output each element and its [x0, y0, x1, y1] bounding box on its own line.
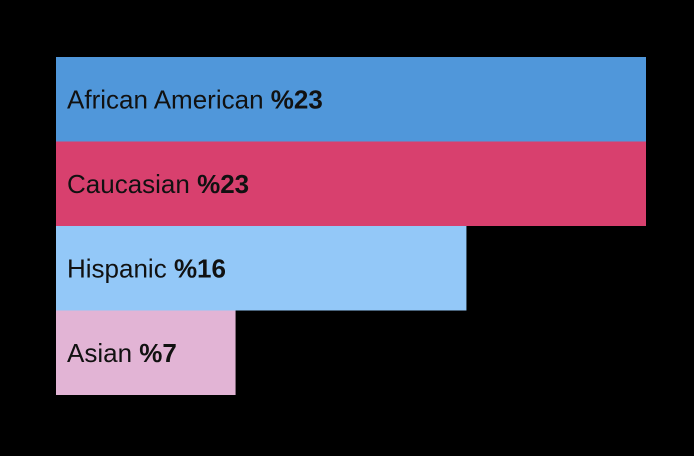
bar-asian: [56, 310, 236, 395]
category-label: Asian: [67, 338, 139, 368]
bar-caucasian: [56, 141, 646, 226]
value-label: %7: [139, 338, 177, 368]
bar-hispanic: [56, 226, 467, 311]
bar-label-african-american: African American %23: [67, 84, 323, 114]
value-label: %23: [197, 169, 249, 199]
category-label: Caucasian: [67, 169, 197, 199]
category-label: African American: [67, 84, 271, 114]
value-label: %23: [271, 84, 323, 114]
value-label: %16: [174, 253, 226, 283]
bar-label-asian: Asian %7: [67, 338, 177, 368]
bar-label-caucasian: Caucasian %23: [67, 169, 249, 199]
bar-label-hispanic: Hispanic %16: [67, 253, 226, 283]
category-label: Hispanic: [67, 253, 174, 283]
bar-african-american: [56, 57, 646, 142]
